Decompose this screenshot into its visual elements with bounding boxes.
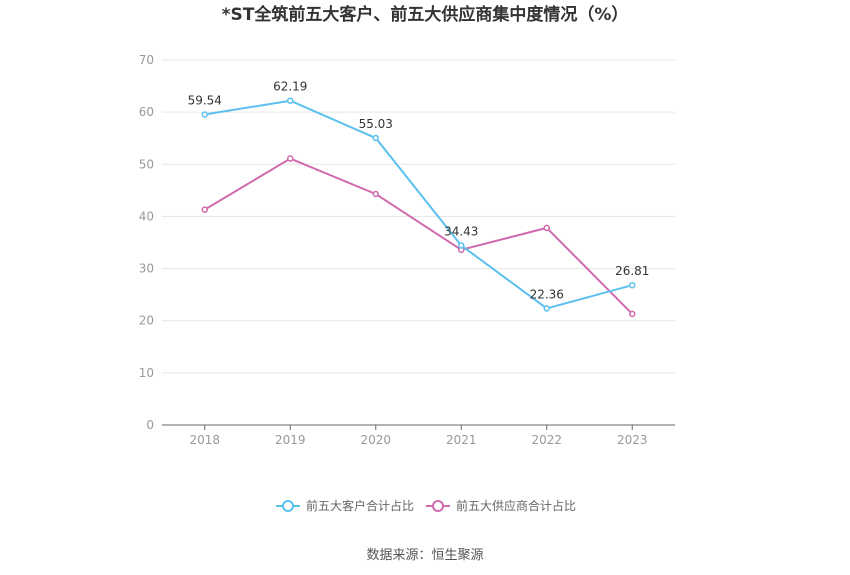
legend[interactable]: 前五大客户合计占比 前五大供应商合计占比 [276, 498, 576, 513]
y-tick-label: 30 [139, 262, 154, 276]
data-label: 59.54 [188, 94, 222, 108]
y-tick-label: 60 [139, 105, 154, 119]
y-axis: 0 10 20 30 40 50 60 70 [139, 53, 154, 432]
source-note: 数据来源：恒生聚源 [366, 548, 483, 563]
grid [162, 59, 675, 374]
legend-marker [282, 500, 294, 512]
data-label: 26.81 [615, 264, 649, 278]
data-point [372, 190, 379, 198]
data-point [287, 97, 294, 104]
legend-item-2[interactable]: 前五大供应商合计占比 [426, 498, 576, 513]
data-point [287, 155, 294, 162]
data-label: 55.03 [359, 117, 393, 131]
series-line-1 [204, 99, 633, 310]
data-point [458, 242, 465, 249]
y-tick-label: 0 [146, 418, 154, 432]
data-label: 22.36 [530, 287, 564, 301]
data-labels: 59.54 62.19 55.03 34.43 22.36 26.81 [188, 80, 650, 302]
y-tick-label: 20 [139, 314, 154, 328]
x-tick-label: 2018 [189, 433, 220, 447]
data-label: 34.43 [444, 224, 478, 238]
series-layer [201, 97, 636, 318]
legend-label: 前五大供应商合计占比 [456, 498, 576, 513]
data-point [201, 206, 208, 213]
y-tick-label: 10 [139, 366, 154, 380]
data-point [629, 310, 636, 318]
data-point [372, 134, 379, 142]
series-line-2 [204, 157, 633, 315]
x-axis: 2018 2019 2020 2021 2022 2023 [162, 424, 675, 447]
y-tick-label: 50 [139, 157, 154, 171]
x-tick-label: 2019 [275, 433, 306, 447]
data-label: 62.19 [273, 80, 307, 94]
x-tick-label: 2023 [617, 433, 648, 447]
y-tick-label: 70 [139, 53, 154, 67]
x-tick-label: 2021 [446, 433, 477, 447]
x-tick-label: 2020 [360, 433, 391, 447]
legend-item-1[interactable]: 前五大客户合计占比 [276, 498, 414, 513]
y-tick-label: 40 [139, 209, 154, 223]
chart-title: *ST全筑前五大客户、前五大供应商集中度情况（%） [222, 4, 629, 25]
data-point [201, 111, 208, 118]
data-point [629, 281, 636, 289]
x-tick-label: 2022 [531, 433, 562, 447]
legend-marker [432, 500, 444, 512]
data-point [543, 224, 550, 232]
legend-label: 前五大客户合计占比 [306, 498, 414, 513]
data-point [543, 305, 550, 312]
